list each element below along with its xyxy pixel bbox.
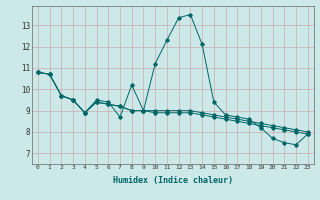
X-axis label: Humidex (Indice chaleur): Humidex (Indice chaleur) (113, 176, 233, 185)
